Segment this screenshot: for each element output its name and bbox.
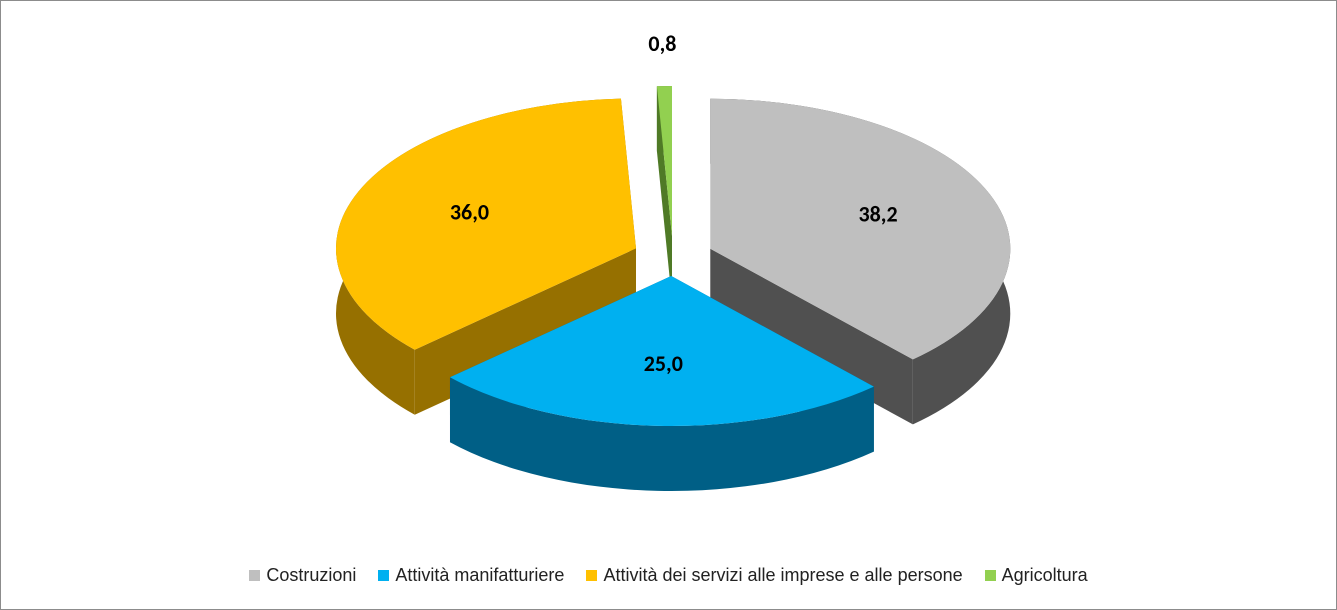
legend-label: Costruzioni [266,565,357,585]
legend: Costruzioni Attività manifatturiere Attivi… [1,565,1336,586]
legend-label: Attività dei servizi alle imprese e alle… [603,565,963,585]
slice [656,86,672,237]
data-label: 38,2 [858,200,897,227]
slice-wall [449,377,874,491]
pie-area: 38,2 25,0 36,0 0,8 [335,30,1011,491]
legend-label: Agricoltura [1001,565,1088,585]
data-label: 25,0 [644,350,683,377]
legend-label: Attività manifatturiere [395,565,565,585]
legend-item: Agricoltura [984,565,1088,586]
slice [335,98,636,350]
legend-swatch [249,570,261,581]
legend-swatch [586,570,598,581]
legend-swatch [378,570,390,581]
legend-item: Attività dei servizi alle imprese e alle… [586,565,963,586]
legend-item: Attività manifatturiere [378,565,564,586]
data-label: 0,8 [648,30,676,57]
slice [449,275,874,426]
legend-swatch [984,570,996,581]
legend-item: Costruzioni [249,565,356,586]
data-label: 36,0 [450,199,489,226]
slice [710,98,1011,360]
